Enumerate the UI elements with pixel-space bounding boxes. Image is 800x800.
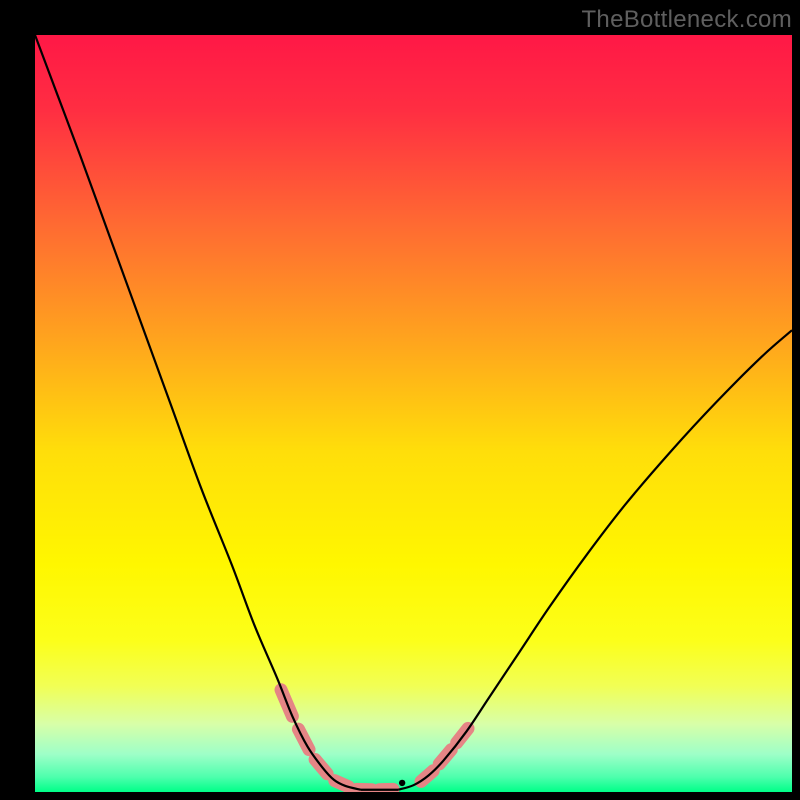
plot-svg xyxy=(35,35,792,792)
chart-canvas: TheBottleneck.com xyxy=(0,0,800,800)
optimum-dot xyxy=(399,780,405,786)
watermark-text: TheBottleneck.com xyxy=(581,6,792,34)
gradient-background xyxy=(35,35,792,792)
plot-area xyxy=(35,35,792,792)
